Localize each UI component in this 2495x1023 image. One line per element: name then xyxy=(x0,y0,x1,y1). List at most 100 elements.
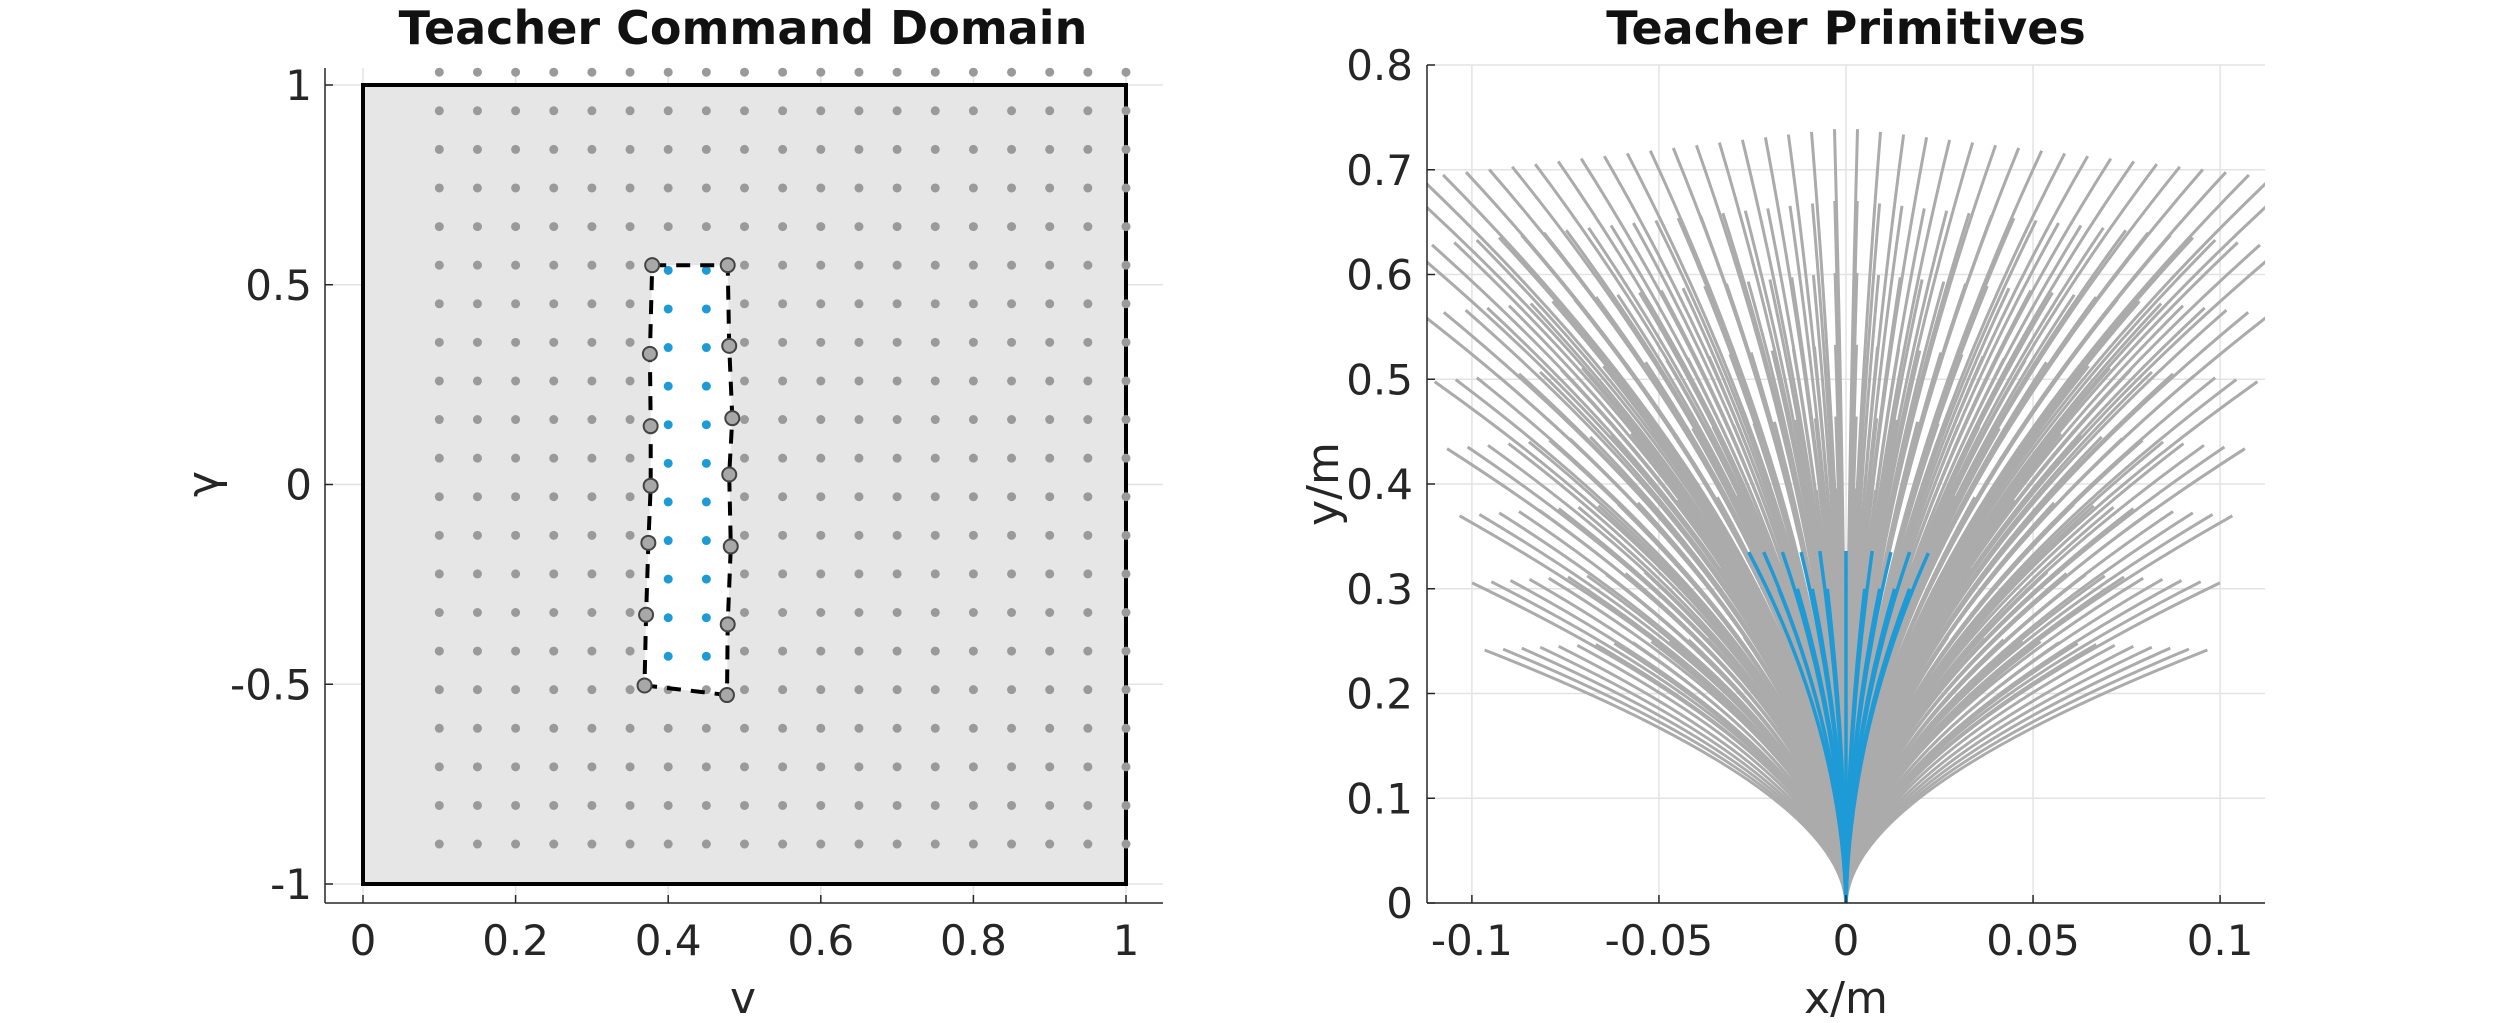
grid-point xyxy=(587,607,597,617)
grid-point xyxy=(740,685,749,695)
right-y-tick-label: 0.4 xyxy=(1346,460,1413,509)
grid-point xyxy=(472,762,482,772)
left-x-axis-label: v xyxy=(730,973,756,1023)
grid-point xyxy=(587,839,597,849)
highlight-point xyxy=(701,574,711,584)
grid-point xyxy=(434,376,444,386)
grid-point xyxy=(625,453,635,463)
grid-point xyxy=(511,762,521,772)
grid-point xyxy=(930,376,940,386)
grid-point xyxy=(701,839,711,849)
grid-point xyxy=(1045,299,1055,309)
grid-point xyxy=(472,530,482,540)
grid-point xyxy=(778,492,788,502)
grid-point xyxy=(1121,222,1131,232)
grid-point xyxy=(1121,607,1131,617)
grid-point xyxy=(511,607,521,617)
grid-point xyxy=(434,299,444,309)
grid-point xyxy=(930,67,940,77)
grid-point xyxy=(740,260,749,270)
grid-point xyxy=(740,376,749,386)
grid-point xyxy=(740,569,749,579)
grid-point xyxy=(1007,183,1017,193)
grid-point xyxy=(549,762,559,772)
grid-point xyxy=(892,530,902,540)
highlight-point xyxy=(701,536,711,546)
grid-point xyxy=(968,106,978,116)
grid-point xyxy=(854,646,864,656)
grid-point xyxy=(930,839,940,849)
grid-point xyxy=(511,415,521,425)
left-x-tick-label: 0.4 xyxy=(635,916,702,965)
grid-point xyxy=(625,299,635,309)
grid-point xyxy=(930,222,940,232)
grid-point xyxy=(1007,260,1017,270)
grid-point xyxy=(1083,144,1093,154)
grid-point xyxy=(625,415,635,425)
grid-point xyxy=(892,800,902,810)
grid-point xyxy=(549,106,559,116)
grid-point xyxy=(778,762,788,772)
grid-point xyxy=(1121,800,1131,810)
grid-point xyxy=(930,530,940,540)
grid-point xyxy=(663,839,673,849)
grid-point xyxy=(1007,299,1017,309)
grid-point xyxy=(625,646,635,656)
highlight-point xyxy=(663,613,673,623)
grid-point xyxy=(701,762,711,772)
grid-point xyxy=(1045,839,1055,849)
grid-point xyxy=(587,183,597,193)
right-y-tick-label: 0 xyxy=(1386,879,1413,928)
grid-point xyxy=(816,839,826,849)
grid-point xyxy=(892,415,902,425)
grid-point xyxy=(1007,492,1017,502)
grid-point xyxy=(511,299,521,309)
grid-point xyxy=(1007,222,1017,232)
grid-point xyxy=(854,415,864,425)
grid-point xyxy=(511,260,521,270)
grid-point xyxy=(1007,530,1017,540)
grid-point xyxy=(434,646,444,656)
gray-primitive xyxy=(1844,205,2265,903)
grid-point xyxy=(740,222,749,232)
grid-point xyxy=(472,144,482,154)
grid-point xyxy=(740,530,749,540)
right-y-tick-label: 0.8 xyxy=(1346,41,1413,90)
grid-point xyxy=(587,415,597,425)
grid-point xyxy=(778,646,788,656)
grid-point xyxy=(549,723,559,733)
right-y-axis-label: y/m xyxy=(1298,442,1349,526)
grid-point xyxy=(587,569,597,579)
grid-point xyxy=(1121,530,1131,540)
highlight-point xyxy=(663,265,673,275)
grid-point xyxy=(816,67,826,77)
grid-point xyxy=(778,376,788,386)
grid-point xyxy=(968,376,978,386)
grid-point xyxy=(816,337,826,347)
grid-point xyxy=(434,800,444,810)
grid-point xyxy=(434,492,444,502)
grid-point xyxy=(511,569,521,579)
primitives-chart: Teacher Primitives x/m y/m -0.1 -0.05 0 0.0… xyxy=(1298,1,2265,1023)
grid-point xyxy=(1007,839,1017,849)
grid-point xyxy=(549,376,559,386)
grid-point xyxy=(1045,222,1055,232)
grid-point xyxy=(892,260,902,270)
grid-point xyxy=(930,260,940,270)
grid-point xyxy=(434,415,444,425)
highlight-point xyxy=(663,574,673,584)
grid-point xyxy=(930,106,940,116)
region-vertex xyxy=(721,466,738,483)
highlight-point xyxy=(701,613,711,623)
grid-point xyxy=(625,67,635,77)
region-vertex xyxy=(641,345,658,362)
grid-point xyxy=(472,800,482,810)
command-domain-rectangle xyxy=(361,83,1128,886)
grid-point xyxy=(1083,337,1093,347)
grid-point xyxy=(587,685,597,695)
grid-point xyxy=(740,299,749,309)
grid-point xyxy=(625,183,635,193)
grid-point xyxy=(587,800,597,810)
grid-point xyxy=(625,144,635,154)
